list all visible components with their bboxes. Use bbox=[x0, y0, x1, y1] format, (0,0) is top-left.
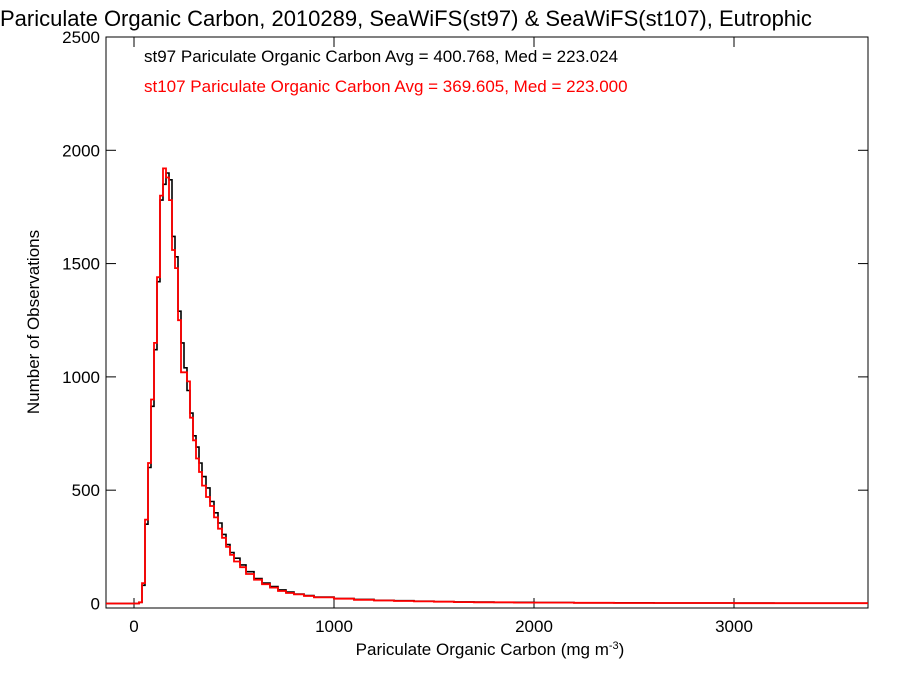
stats-annotation-st97: st97 Pariculate Organic Carbon Avg = 400… bbox=[144, 47, 618, 66]
y-axis-label: Number of Observations bbox=[24, 230, 43, 414]
y-tick-label: 1500 bbox=[62, 255, 100, 274]
x-axis-label-superscript: -3 bbox=[609, 640, 619, 652]
x-axis-label: Pariculate Organic Carbon (mg m-3) bbox=[356, 640, 625, 659]
x-axis: 0 1000 2000 3000 bbox=[129, 37, 753, 636]
x-axis-label-end: ) bbox=[619, 640, 625, 659]
y-tick-label: 2500 bbox=[62, 28, 100, 47]
y-tick-label: 500 bbox=[72, 481, 100, 500]
y-tick-label: 0 bbox=[91, 594, 100, 613]
y-tick-label: 2000 bbox=[62, 141, 100, 160]
x-tick-label: 3000 bbox=[715, 617, 753, 636]
x-tick-label: 0 bbox=[129, 617, 138, 636]
stats-annotation-st107: st107 Pariculate Organic Carbon Avg = 36… bbox=[144, 77, 628, 96]
y-tick-label: 1000 bbox=[62, 368, 100, 387]
series-layer bbox=[106, 167, 868, 605]
series-st107-histogram-line bbox=[106, 167, 868, 605]
y-axis: 0 500 1000 1500 2000 2500 bbox=[62, 28, 868, 613]
x-tick-label: 2000 bbox=[515, 617, 553, 636]
series-st97-histogram-line bbox=[106, 172, 868, 605]
x-tick-label: 1000 bbox=[315, 617, 353, 636]
chart-title: Pariculate Organic Carbon, 2010289, SeaW… bbox=[0, 6, 812, 31]
plot-frame bbox=[105, 36, 869, 609]
x-axis-label-main: Pariculate Organic Carbon (mg m bbox=[356, 640, 609, 659]
